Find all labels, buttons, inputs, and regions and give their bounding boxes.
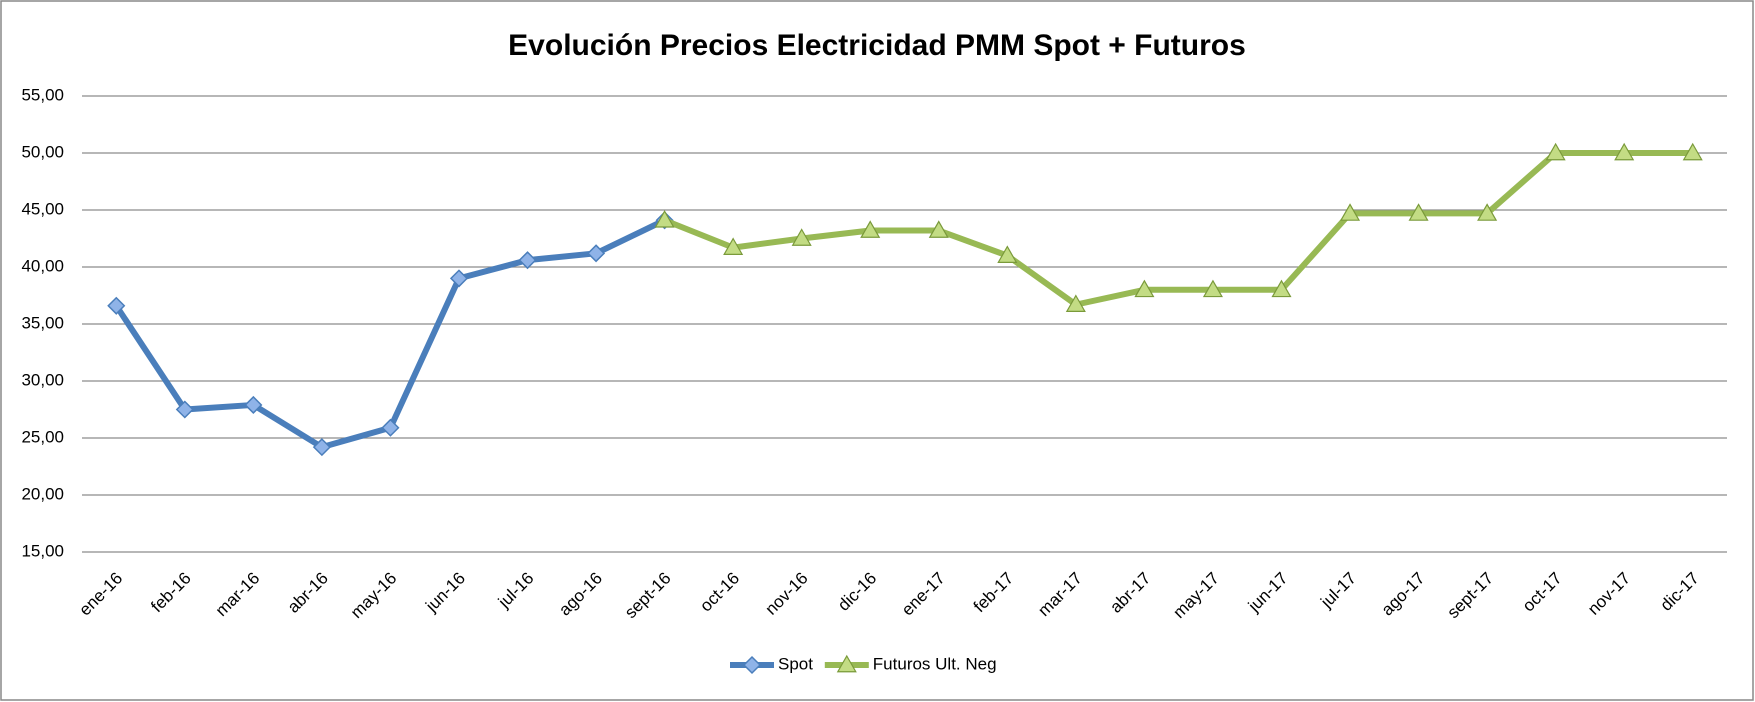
legend-marker [742, 655, 762, 675]
y-tick-label: 15,00 [21, 541, 64, 560]
y-tick-label: 55,00 [21, 85, 64, 104]
diamond-marker [518, 251, 537, 270]
triangle-marker [1682, 142, 1703, 161]
triangle-marker [723, 237, 744, 255]
y-tick-label: 50,00 [21, 142, 64, 161]
chart-title: Evolución Precios Electricidad PMM Spot … [508, 29, 1246, 62]
triangle-marker [1271, 279, 1292, 298]
y-tick-label: 45,00 [21, 199, 64, 218]
triangle-marker [1614, 142, 1635, 161]
triangle-marker [1339, 203, 1361, 221]
triangle-marker [654, 210, 675, 228]
triangle-marker [1545, 142, 1566, 161]
triangle-marker [1408, 203, 1429, 221]
diamond-marker [587, 244, 606, 263]
diamond-marker [381, 418, 400, 437]
triangle-marker [791, 228, 812, 246]
legend-label: Futuros Ult. Neg [873, 654, 997, 673]
triangle-marker [997, 245, 1018, 263]
y-tick-label: 25,00 [21, 427, 64, 446]
diamond-marker [449, 269, 469, 288]
triangle-marker [1065, 294, 1086, 312]
y-tick-label: 40,00 [21, 256, 64, 275]
triangle-marker [1134, 279, 1155, 298]
series-line [663, 150, 1693, 308]
diamond-marker [312, 438, 331, 457]
diamond-marker [107, 296, 126, 315]
triangle-marker [1202, 279, 1223, 298]
legend-marker [836, 654, 857, 673]
triangle-marker [1477, 203, 1498, 221]
y-tick-label: 35,00 [21, 313, 64, 332]
diamond-marker [175, 400, 194, 419]
triangle-marker [860, 220, 881, 238]
legend-label: Spot [778, 654, 813, 673]
diamond-marker [244, 395, 263, 415]
y-tick-label: 20,00 [21, 484, 64, 503]
triangle-marker [928, 220, 949, 238]
y-tick-label: 30,00 [21, 370, 64, 389]
